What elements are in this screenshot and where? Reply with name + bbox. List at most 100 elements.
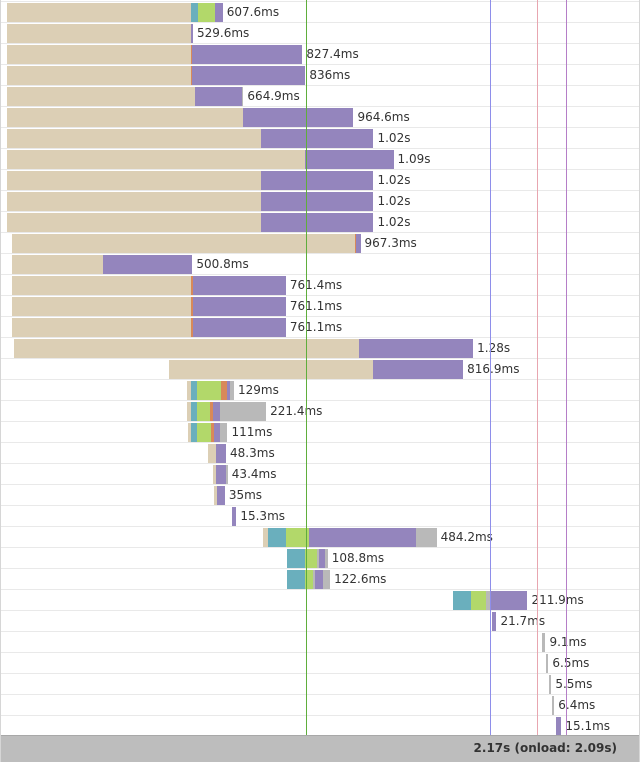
timing-segment-wait <box>372 360 464 379</box>
timing-segment-receive <box>549 675 552 694</box>
request-row[interactable]: 35ms <box>1 484 639 505</box>
timing-segment-blocked <box>11 234 355 253</box>
request-row[interactable]: 6.4ms <box>1 694 639 715</box>
timing-segment-send <box>210 423 214 442</box>
request-row[interactable]: 1.02s <box>1 211 639 232</box>
request-row[interactable]: 1.02s <box>1 169 639 190</box>
request-row[interactable]: 15.3ms <box>1 505 639 526</box>
request-row[interactable]: 48.3ms <box>1 442 639 463</box>
request-row[interactable]: 1.09s <box>1 148 639 169</box>
request-row[interactable]: 108.8ms <box>1 547 639 568</box>
request-row[interactable]: 967.3ms <box>1 232 639 253</box>
request-row[interactable]: 43.4ms <box>1 463 639 484</box>
timing-segment-connect <box>471 591 487 610</box>
request-row[interactable]: 1.28s <box>1 337 639 358</box>
request-duration-label: 1.02s <box>377 215 411 229</box>
timing-segment-wait <box>261 192 374 211</box>
timing-segment-wait <box>315 570 324 589</box>
total-load-time: 2.17s (onload: 2.09s) <box>473 741 617 755</box>
request-duration-label: 484.2ms <box>440 530 493 544</box>
timing-segment-blocked <box>11 255 104 274</box>
request-duration-label: 964.6ms <box>357 110 410 124</box>
request-row[interactable]: 836ms <box>1 64 639 85</box>
timing-segment-wait <box>226 381 230 400</box>
request-row[interactable]: 21.7ms <box>1 610 639 631</box>
timing-segment-dns <box>190 3 198 22</box>
request-duration-label: 500.8ms <box>196 257 249 271</box>
request-row[interactable]: 761.1ms <box>1 295 639 316</box>
request-duration-label: 111ms <box>231 425 273 439</box>
request-row[interactable]: 761.1ms <box>1 316 639 337</box>
timing-segment-blocked <box>13 339 360 358</box>
timing-segment-send <box>191 297 193 316</box>
waterfall-footer: 2.17s (onload: 2.09s) <box>1 735 639 762</box>
request-row[interactable]: 122.6ms <box>1 568 639 589</box>
timing-segment-wait <box>305 150 394 169</box>
timing-segment-blocked <box>6 66 191 85</box>
request-row[interactable]: 129ms <box>1 379 639 400</box>
timing-segment-receive <box>226 465 228 484</box>
timing-segment-blocked <box>208 444 216 463</box>
timing-segment-blocked <box>6 87 196 106</box>
request-row[interactable]: 221.4ms <box>1 400 639 421</box>
request-row[interactable]: 1.02s <box>1 190 639 211</box>
timing-segment-blocked <box>213 465 216 484</box>
request-row[interactable]: 761.4ms <box>1 274 639 295</box>
marker-purple <box>566 0 568 735</box>
request-row[interactable]: 827.4ms <box>1 43 639 64</box>
request-duration-label: 836ms <box>309 68 351 82</box>
timing-segment-receive <box>324 549 328 568</box>
request-row[interactable]: 111ms <box>1 421 639 442</box>
timing-segment-send <box>210 402 214 421</box>
timing-segment-receive <box>241 87 244 106</box>
request-row[interactable]: 484.2ms <box>1 526 639 547</box>
timing-segment-wait <box>359 339 474 358</box>
timing-segment-wait <box>356 234 361 253</box>
request-row[interactable]: 664.9ms <box>1 85 639 106</box>
timing-segment-send <box>191 318 193 337</box>
request-row[interactable]: 5.5ms <box>1 673 639 694</box>
request-duration-label: 816.9ms <box>467 362 520 376</box>
timing-segment-blocked <box>187 402 192 421</box>
timing-segment-wait <box>261 171 374 190</box>
request-row[interactable]: 964.6ms <box>1 106 639 127</box>
timing-segment-wait <box>556 717 562 736</box>
timing-segment-dns <box>191 402 198 421</box>
timing-segment-blocked <box>11 276 192 295</box>
timing-segment-wait <box>318 549 325 568</box>
timing-segment-wait <box>195 87 242 106</box>
request-row[interactable]: 607.6ms <box>1 1 639 22</box>
request-row[interactable]: 1.02s <box>1 127 639 148</box>
timing-segment-wait <box>216 486 225 505</box>
request-row[interactable]: 6.5ms <box>1 652 639 673</box>
timing-segment-wait <box>103 255 193 274</box>
timing-segment-wait <box>214 3 223 22</box>
request-duration-label: 15.1ms <box>565 719 611 733</box>
request-duration-label: 761.4ms <box>289 278 343 292</box>
request-duration-label: 211.9ms <box>531 593 584 607</box>
request-duration-label: 9.1ms <box>549 635 587 649</box>
timing-segment-connect <box>196 423 211 442</box>
timing-segment-blocked <box>187 381 192 400</box>
timing-segment-dns <box>287 570 306 589</box>
timing-segment-receive <box>542 633 546 652</box>
timing-segment-blocked <box>6 150 306 169</box>
request-duration-label: 108.8ms <box>331 551 385 565</box>
onload-marker <box>490 0 492 735</box>
timing-segment-dns <box>287 549 306 568</box>
request-duration-label: 122.6ms <box>334 572 387 586</box>
request-duration-label: 1.02s <box>377 173 411 187</box>
timing-segment-connect <box>305 570 314 589</box>
request-duration-label: 221.4ms <box>270 404 323 418</box>
request-row[interactable]: 529.6ms <box>1 22 639 43</box>
request-row[interactable]: 9.1ms <box>1 631 639 652</box>
request-duration-label: 1.02s <box>377 194 411 208</box>
request-row[interactable]: 816.9ms <box>1 358 639 379</box>
timing-segment-wait <box>216 444 227 463</box>
timing-segment-receive <box>220 402 267 421</box>
request-row[interactable]: 500.8ms <box>1 253 639 274</box>
request-row[interactable]: 211.9ms <box>1 589 639 610</box>
timing-segment-wait <box>190 24 193 43</box>
request-row[interactable]: 15.1ms <box>1 715 639 736</box>
